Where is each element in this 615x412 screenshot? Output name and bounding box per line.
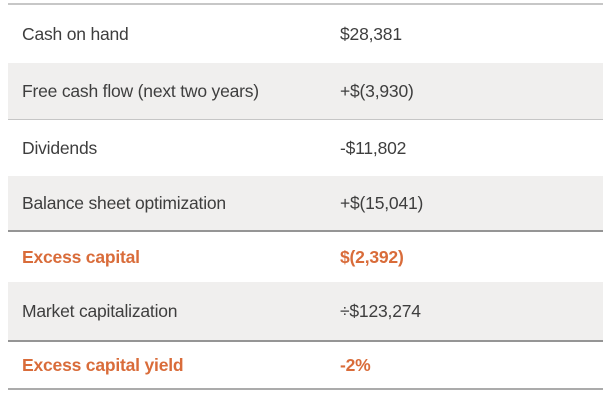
table-row-balance-sheet-optimization: Balance sheet optimization +$(15,041) [8, 176, 603, 232]
row-value: ÷$123,274 [340, 300, 421, 321]
row-value: +$(15,041) [340, 192, 424, 213]
row-value: $(2,392) [340, 246, 404, 267]
row-value: -$11,802 [340, 137, 407, 158]
table-row-dividends: Dividends -$11,802 [8, 120, 603, 176]
row-label: Cash on hand [22, 23, 129, 44]
row-value: -2% [340, 354, 371, 375]
table-row-market-capitalization: Market capitalization ÷$123,274 [8, 282, 603, 342]
row-label: Excess capital yield [22, 354, 184, 375]
table-row-excess-capital: Excess capital $(2,392) [8, 232, 603, 282]
row-value: $28,381 [340, 23, 402, 44]
row-value: +$(3,930) [340, 80, 414, 101]
row-label: Dividends [22, 137, 98, 158]
row-label: Balance sheet optimization [22, 192, 226, 213]
row-label: Excess capital [22, 246, 140, 267]
row-label: Free cash flow (next two years) [22, 80, 259, 101]
table-row-excess-capital-yield: Excess capital yield -2% [8, 342, 603, 390]
table-row-free-cash-flow: Free cash flow (next two years) +$(3,930… [8, 63, 603, 120]
row-label: Market capitalization [22, 300, 178, 321]
table-row-cash-on-hand: Cash on hand $28,381 [8, 5, 603, 63]
capital-table: Cash on hand $28,381 Free cash flow (nex… [8, 3, 603, 390]
